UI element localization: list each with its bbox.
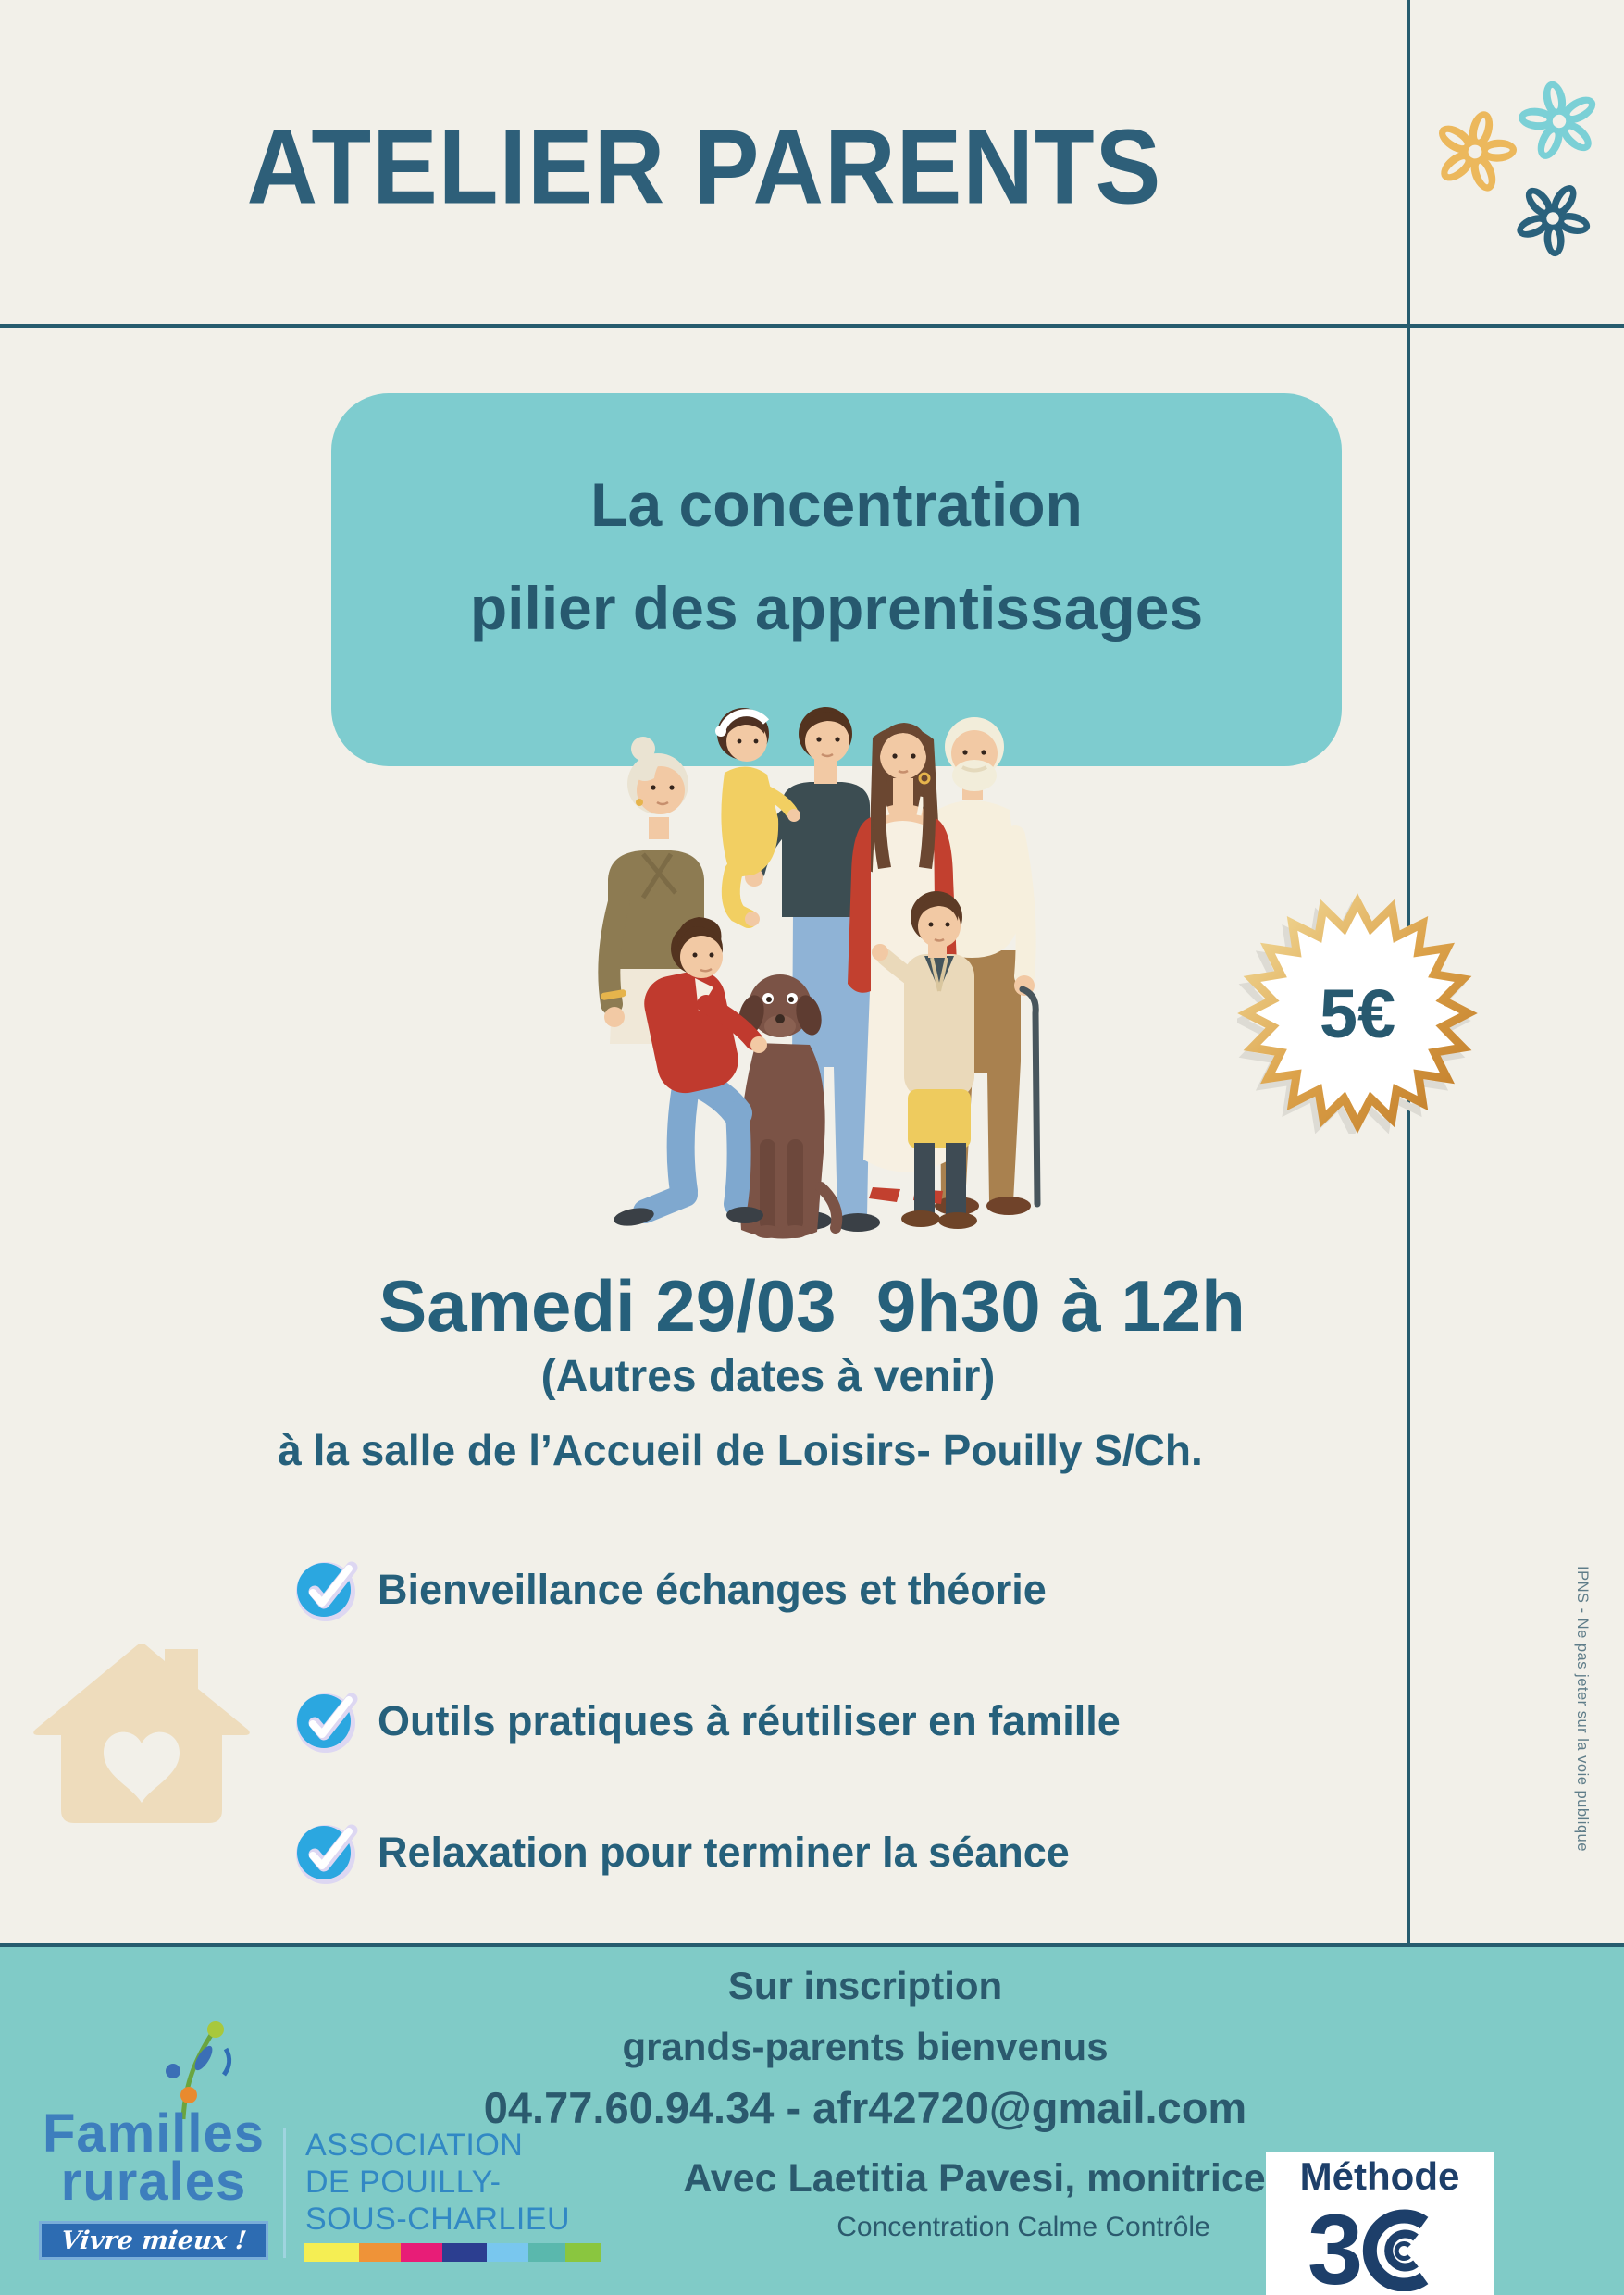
association-name: ASSOCIATION DE POUILLY- SOUS-CHARLIEU: [305, 2127, 570, 2238]
price-text: 5€: [1320, 975, 1395, 1052]
footer-band: Sur inscription grands-parents bienvenus…: [0, 1943, 1624, 2295]
org-name: Familles rurales: [39, 2103, 268, 2212]
topic-line-2: pilier des apprentissages: [469, 573, 1204, 642]
print-note: IPNS - Ne pas jeter sur la voie publique: [1574, 1566, 1591, 1852]
checklist-item: Bienveillance échanges et théorie: [292, 1555, 1047, 1625]
date-time: Samedi 29/03 9h30 à 12h: [378, 1265, 1246, 1346]
association-line: SOUS-CHARLIEU: [305, 2202, 571, 2237]
kneeling-man-figure: [614, 917, 767, 1226]
familles-rurales-sprigs-icon: [166, 2021, 232, 2120]
check-icon: [296, 1561, 358, 1621]
house-heart-icon: [33, 1644, 250, 1823]
method-3c-logo: Méthode 3: [1266, 2152, 1494, 2295]
location-line: à la salle de l’Accueil de Loisirs- Poui…: [278, 1426, 1203, 1474]
registration-contact: 04.77.60.94.34 - afr42720@gmail.com: [483, 2083, 1247, 2132]
association-line: DE POUILLY-: [305, 2165, 502, 2200]
registration-line: Sur inscription: [727, 1964, 1003, 2007]
checklist-item: Relaxation pour terminer la séance: [292, 1817, 1070, 1888]
boy-figure: [872, 891, 977, 1229]
family-illustration: [598, 707, 1041, 1239]
flower-dark-teal-icon: [1517, 185, 1591, 257]
checklist-text: Relaxation pour terminer la séance: [378, 1829, 1070, 1876]
flower-teal-icon: [1519, 81, 1596, 159]
checklist-item: Outils pratiques à réutiliser en famille: [292, 1686, 1121, 1756]
animator-line: Avec Laetitia Pavesi, monitrice: [683, 2156, 1266, 2201]
flower-gold-icon: [1438, 111, 1518, 192]
org-tagline-ribbon: Vivre mieux !: [39, 2221, 268, 2260]
little-girl-figure: [715, 708, 800, 928]
registration-line: grands-parents bienvenus: [622, 2025, 1109, 2068]
association-line: ASSOCIATION: [305, 2128, 524, 2163]
checklist-text: Outils pratiques à réutiliser en famille: [378, 1697, 1121, 1744]
checklist-text: Bienveillance échanges et théorie: [378, 1566, 1047, 1613]
method-3c-icon: 3: [1308, 2199, 1429, 2291]
svg-text:3: 3: [1308, 2199, 1363, 2291]
price-badge: 5€: [1237, 893, 1478, 1134]
page-title: ATELIER PARENTS: [246, 108, 1162, 227]
animator-subtitle: Concentration Calme Contrôle: [837, 2212, 1210, 2242]
rainbow-stripe: [304, 2243, 601, 2262]
topic-line-1: La concentration: [590, 469, 1083, 539]
org-name-line1: Familles: [42, 2103, 266, 2164]
horizontal-divider: [0, 324, 1624, 328]
topic-box: La concentration pilier des apprentissag…: [331, 393, 1342, 766]
logo-separator: [283, 2128, 286, 2258]
check-icon: [296, 1824, 358, 1884]
check-icon: [296, 1693, 358, 1753]
other-dates: (Autres dates à venir): [540, 1352, 996, 1401]
org-tagline: Vivre mieux !: [59, 2226, 248, 2255]
org-name-line2: rurales: [60, 2152, 247, 2212]
method-label: Méthode: [1299, 2154, 1460, 2198]
